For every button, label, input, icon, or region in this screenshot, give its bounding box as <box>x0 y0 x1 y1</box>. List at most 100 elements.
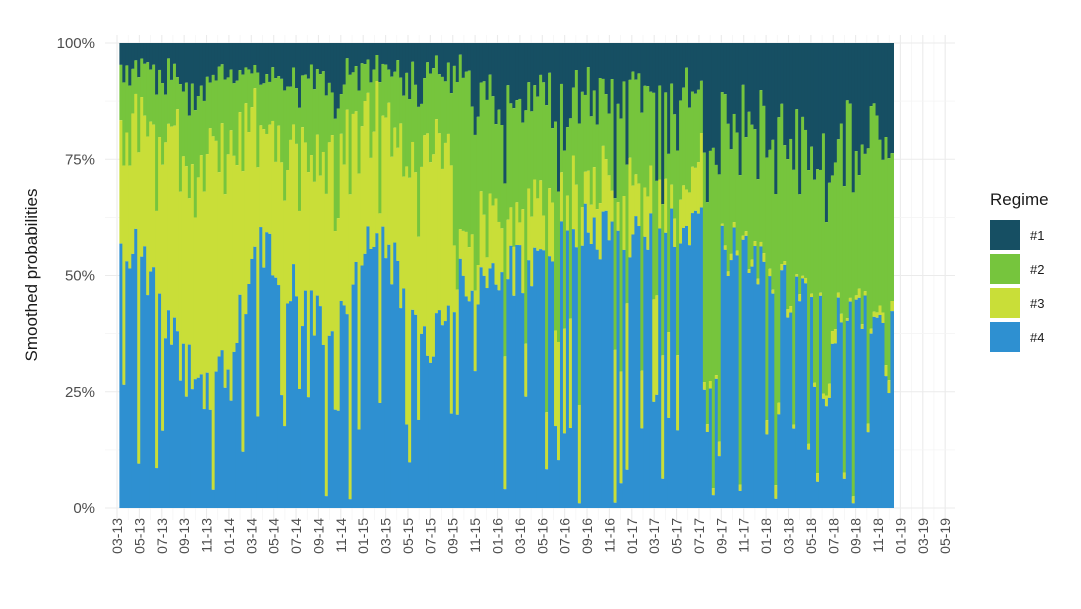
bar-segment-regime-3 <box>202 191 207 410</box>
bar-segment-regime-3 <box>271 120 275 276</box>
bar-segment-regime-2 <box>345 58 350 110</box>
bar-segment-regime-4 <box>473 371 478 508</box>
bar-segment-regime-4 <box>854 299 859 508</box>
bar-segment-regime-3 <box>765 420 769 435</box>
bar-segment-regime-1 <box>488 43 493 75</box>
bar-segment-regime-2 <box>610 79 615 191</box>
bar-segment-regime-4 <box>289 301 293 508</box>
bar-segment-regime-4 <box>488 268 493 508</box>
bar-segment-regime-3 <box>363 101 368 254</box>
bar-segment-regime-1 <box>816 43 820 170</box>
bar-segment-regime-4 <box>577 503 582 508</box>
bar-segment-regime-4 <box>131 253 135 508</box>
bar-segment-regime-2 <box>396 60 400 148</box>
bar-segment-regime-4 <box>423 326 427 508</box>
bar-segment-regime-4 <box>571 229 576 508</box>
bar-segment-regime-4 <box>143 246 147 508</box>
bar-segment-regime-1 <box>607 43 612 114</box>
bar-segment-regime-4 <box>792 428 796 508</box>
bar-segment-regime-3 <box>247 132 251 284</box>
bar-segment-regime-1 <box>595 43 600 125</box>
bar-segment-regime-2 <box>503 183 507 357</box>
bar-segment-regime-4 <box>250 258 254 508</box>
bar-segment-regime-4 <box>360 265 365 508</box>
bar-segment-regime-4 <box>128 268 132 508</box>
x-tick-label: 09-13 <box>176 518 192 554</box>
bar-segment-regime-2 <box>637 73 641 184</box>
bar-segment-regime-1 <box>682 43 686 88</box>
bar-segment-regime-4 <box>363 253 368 508</box>
bar-segment-regime-4 <box>205 372 210 508</box>
bar-segment-regime-1 <box>458 43 463 55</box>
bar-segment-regime-1 <box>461 43 466 78</box>
bar-segment-regime-4 <box>196 377 201 508</box>
bar-segment-regime-2 <box>586 67 591 171</box>
legend-item: #2 <box>990 252 1049 286</box>
bar-segment-regime-1 <box>408 43 412 99</box>
bar-segment-regime-2 <box>795 109 799 275</box>
bar-segment-regime-2 <box>181 91 186 157</box>
bar-segment-regime-2 <box>470 106 475 235</box>
bar-segment-regime-1 <box>512 43 516 109</box>
bar-segment-regime-1 <box>583 43 588 95</box>
bar-segment-regime-2 <box>789 138 793 307</box>
bar-segment-regime-3 <box>804 277 808 284</box>
bar-segment-regime-2 <box>527 82 531 189</box>
bar-segment-regime-1 <box>262 43 266 84</box>
bar-segment-regime-4 <box>816 481 820 508</box>
bar-segment-regime-2 <box>414 84 418 173</box>
bar-segment-regime-3 <box>464 231 469 297</box>
bar-segment-regime-3 <box>428 162 433 363</box>
x-tick-label: 11-17 <box>736 518 752 553</box>
bar-segment-regime-1 <box>762 43 766 106</box>
bar-segment-regime-1 <box>786 43 790 160</box>
bar-segment-regime-2 <box>845 100 850 319</box>
bar-segment-regime-1 <box>178 43 183 85</box>
bar-segment-regime-4 <box>202 409 207 508</box>
bar-segment-regime-1 <box>366 43 371 60</box>
bar-segment-regime-1 <box>506 43 510 86</box>
bar-segment-regime-1 <box>670 43 674 84</box>
bar-segment-regime-2 <box>568 118 573 319</box>
bar-segment-regime-4 <box>568 428 573 508</box>
bar-segment-regime-3 <box>339 133 344 301</box>
bar-segment-regime-1 <box>557 43 561 192</box>
bar-segment-regime-3 <box>795 274 799 277</box>
bar-segment-regime-3 <box>298 210 302 389</box>
bar-segment-regime-1 <box>536 43 540 97</box>
bar-segment-regime-3 <box>542 215 546 251</box>
bar-segment-regime-2 <box>708 150 713 381</box>
x-tick-label: 03-18 <box>780 518 796 554</box>
bar-segment-regime-1 <box>857 43 862 176</box>
bar-segment-regime-1 <box>137 43 141 78</box>
bar-segment-regime-1 <box>750 43 755 125</box>
bar-segment-regime-3 <box>661 355 665 479</box>
bar-segment-regime-1 <box>780 43 784 104</box>
bar-segment-regime-4 <box>512 295 516 508</box>
bar-segment-regime-2 <box>866 148 871 424</box>
bar-segment-regime-3 <box>217 172 222 357</box>
bar-segment-regime-1 <box>723 43 728 95</box>
bar-segment-regime-4 <box>551 261 555 508</box>
bar-segment-regime-3 <box>164 142 168 339</box>
bar-segment-regime-3 <box>536 198 540 251</box>
bar-segment-regime-2 <box>816 169 820 474</box>
y-tick-label: 50% <box>65 268 95 285</box>
bar-segment-regime-3 <box>476 265 481 305</box>
bar-segment-regime-2 <box>265 74 269 134</box>
bar-segment-regime-2 <box>372 69 377 132</box>
bar-segment-regime-4 <box>351 284 356 508</box>
bar-segment-regime-2 <box>286 86 290 171</box>
bar-segment-regime-3 <box>685 189 689 226</box>
bar-segment-regime-1 <box>568 43 573 119</box>
bar-segment-regime-3 <box>158 137 162 294</box>
bar-segment-regime-2 <box>420 103 424 167</box>
bar-segment-regime-1 <box>479 43 484 83</box>
bar-segment-regime-4 <box>753 246 758 508</box>
bar-segment-regime-1 <box>518 43 522 99</box>
bar-segment-regime-2 <box>300 75 305 128</box>
bar-segment-regime-3 <box>607 175 612 241</box>
bar-segment-regime-4 <box>833 343 838 508</box>
bar-segment-regime-4 <box>405 424 409 508</box>
